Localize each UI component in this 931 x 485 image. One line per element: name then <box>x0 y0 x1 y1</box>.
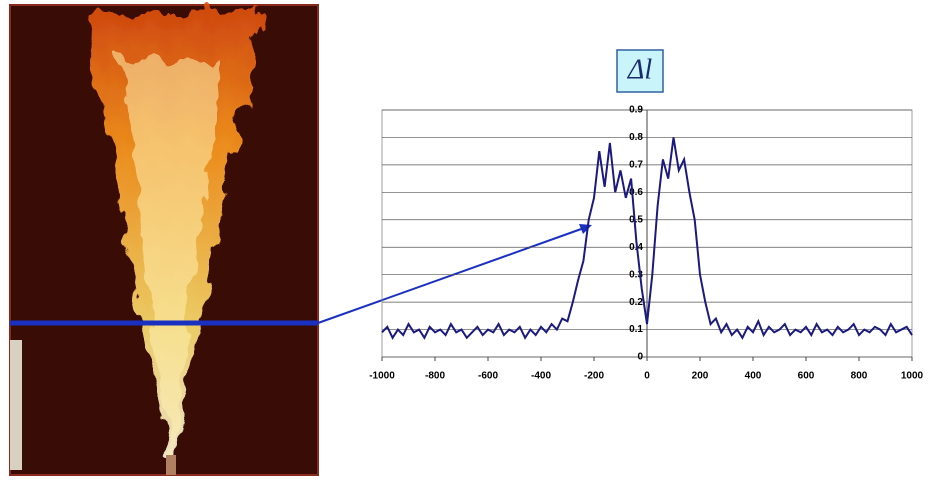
x-tick-label: 600 <box>798 371 815 382</box>
y-tick-label: 0.9 <box>629 105 643 116</box>
y-tick-label: 0 <box>637 352 643 363</box>
y-tick-label: 0.5 <box>629 214 643 225</box>
y-tick-label: 0.2 <box>629 297 643 308</box>
x-tick-label: 200 <box>692 371 709 382</box>
x-tick-label: -600 <box>478 371 498 382</box>
chart-title: Δl <box>627 54 652 85</box>
x-tick-label: 1000 <box>901 371 924 382</box>
flame-image <box>9 4 319 476</box>
x-tick-label: -200 <box>584 371 604 382</box>
x-tick-label: -800 <box>425 371 445 382</box>
y-tick-label: 0.1 <box>629 324 643 335</box>
y-tick-label: 0.7 <box>629 160 643 171</box>
x-tick-label: 400 <box>745 371 762 382</box>
x-tick-label: 800 <box>851 371 868 382</box>
data-line <box>381 137 913 340</box>
y-tick-label: 0.6 <box>629 187 643 198</box>
x-tick-label: 0 <box>644 371 650 382</box>
x-tick-label: -1000 <box>369 371 395 382</box>
y-tick-label: 0.8 <box>629 132 643 143</box>
y-tick-label: 0.3 <box>629 269 643 280</box>
title-box <box>616 49 664 93</box>
x-tick-label: -400 <box>531 371 551 382</box>
